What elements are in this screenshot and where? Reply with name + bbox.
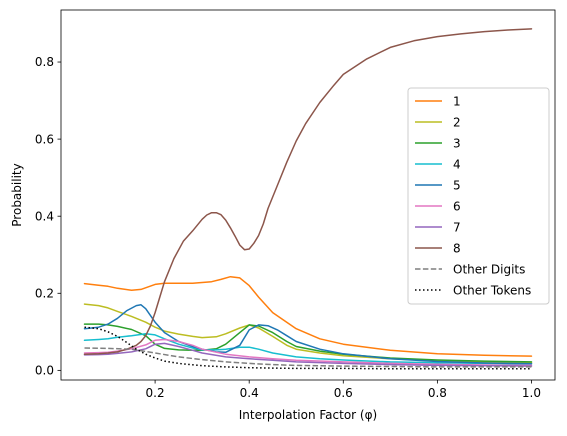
x-tick-label: 0.4 — [240, 386, 259, 400]
series-line-10 — [84, 326, 532, 370]
series-line-7 — [83, 342, 533, 367]
legend-label-3: 3 — [453, 136, 461, 150]
plot-frame — [60, 9, 556, 381]
legend-label-5: 5 — [453, 178, 461, 192]
series-line-8 — [83, 28, 533, 355]
legend: 1 2 3 4 5 6 7 8 Other Digits Other Tokens — [407, 87, 550, 305]
x-axis: 0.2 0.4 0.6 0.8 1.0 — [146, 380, 541, 400]
legend-label-2: 2 — [453, 115, 461, 129]
series-line-1 — [83, 275, 533, 357]
legend-label-8: 8 — [453, 241, 461, 255]
legend-label-1: 1 — [453, 94, 461, 108]
legend-label-10: Other Tokens — [453, 283, 531, 297]
x-tick-label: 0.2 — [146, 386, 165, 400]
x-axis-label: Interpolation Factor (φ) — [239, 408, 377, 422]
legend-label-4: 4 — [453, 157, 461, 171]
y-tick-label: 0.2 — [35, 286, 54, 300]
series-layer — [83, 28, 533, 370]
legend-label-7: 7 — [453, 220, 461, 234]
series-line-4 — [83, 333, 533, 365]
y-axis: 0.0 0.2 0.4 0.6 0.8 — [35, 55, 61, 378]
legend-frame — [407, 87, 550, 305]
legend-label-6: 6 — [453, 199, 461, 213]
x-tick-label: 1.0 — [522, 386, 541, 400]
y-axis-label: Probability — [10, 163, 24, 226]
y-tick-label: 0.6 — [35, 132, 54, 146]
x-tick-label: 0.8 — [428, 386, 447, 400]
series-line-2 — [83, 303, 533, 364]
series-line-5 — [83, 304, 533, 365]
legend-label-9: Other Digits — [453, 262, 525, 276]
y-tick-label: 0.4 — [35, 209, 54, 223]
y-tick-label: 0.0 — [35, 364, 54, 378]
y-tick-label: 0.8 — [35, 55, 54, 69]
x-tick-label: 0.6 — [334, 386, 353, 400]
